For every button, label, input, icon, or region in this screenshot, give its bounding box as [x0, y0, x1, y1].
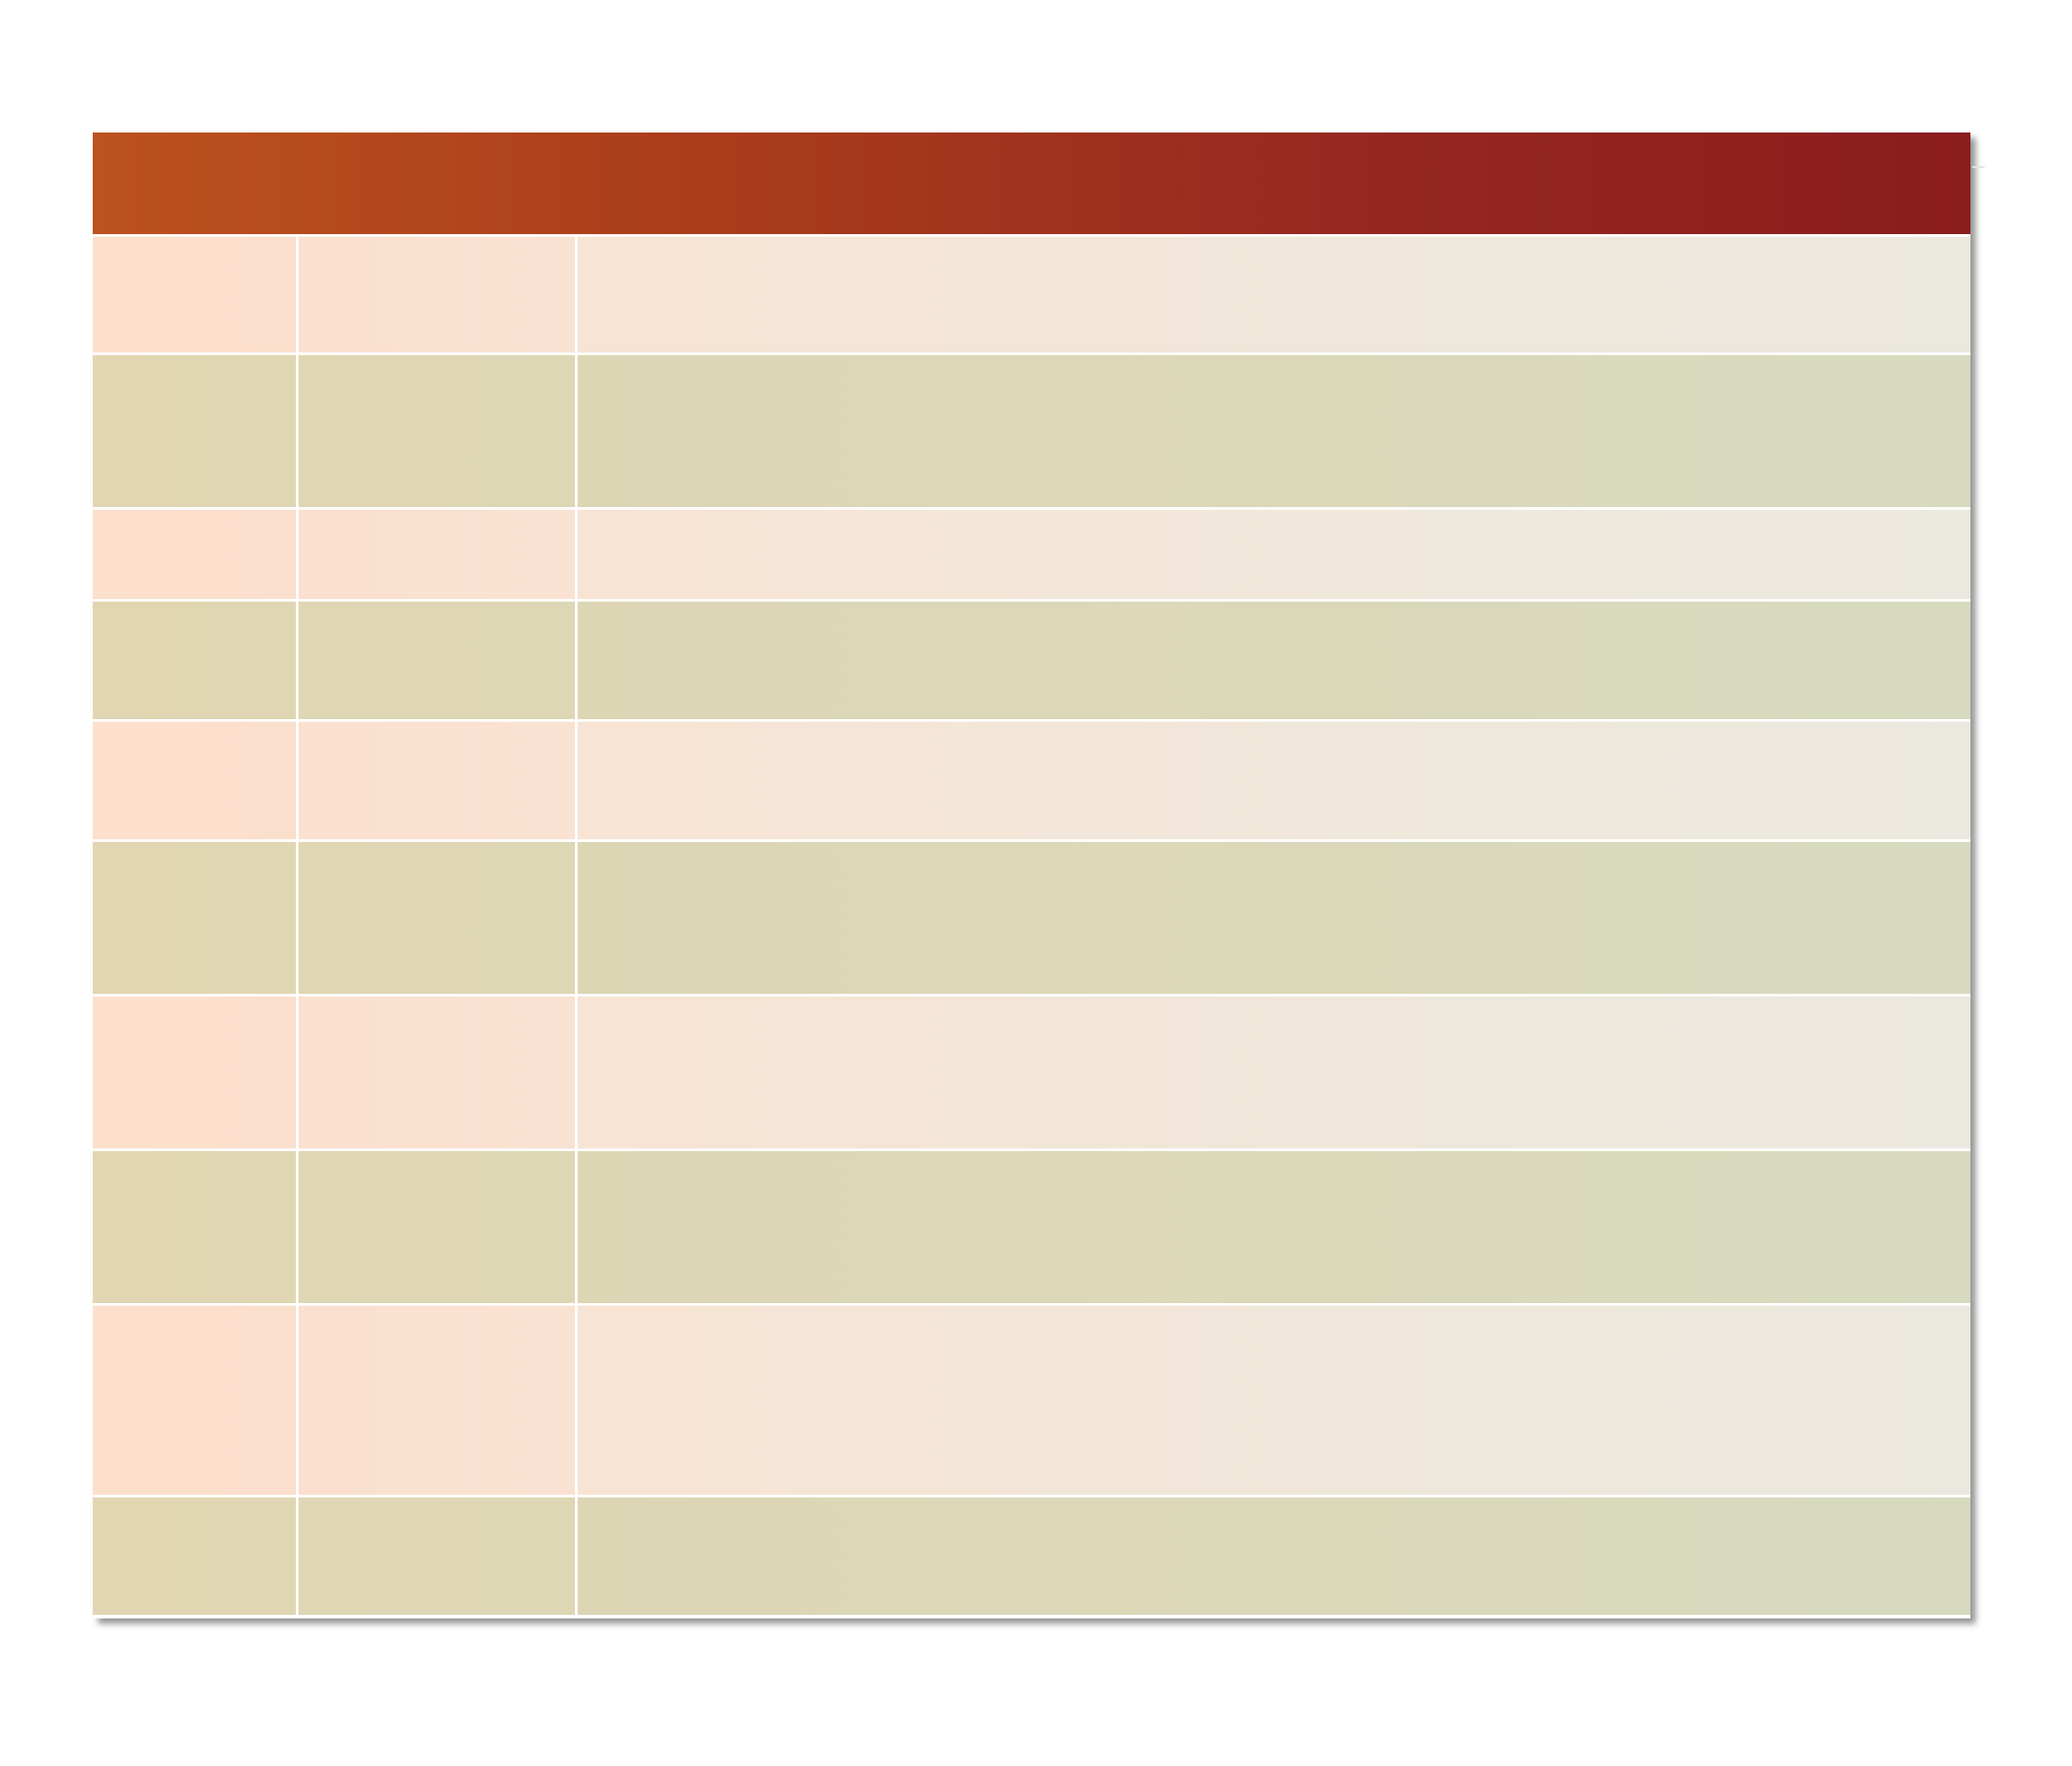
empty-table [93, 133, 1970, 1618]
table-cell [93, 994, 296, 1148]
table-cell [575, 719, 1970, 839]
table-cell [575, 1303, 1970, 1495]
table-cell [296, 1495, 575, 1615]
table-cell [296, 1148, 575, 1303]
table-cell [93, 507, 296, 599]
table-cell [93, 839, 296, 994]
table-cell [296, 507, 575, 599]
table-cell [93, 352, 296, 507]
table-cell [575, 507, 1970, 599]
edge-tick-mark [1972, 166, 1985, 168]
table-cell [575, 994, 1970, 1148]
table-header-band [93, 133, 1970, 234]
table-cell [575, 1495, 1970, 1615]
table-cell [575, 599, 1970, 719]
table-cell [93, 1148, 296, 1303]
table-cell [575, 839, 1970, 994]
table-cell [296, 599, 575, 719]
table-cell [296, 994, 575, 1148]
table-cell [296, 719, 575, 839]
table-cell [93, 719, 296, 839]
table-cell [575, 352, 1970, 507]
table-cell [296, 234, 575, 352]
table-cell [575, 1148, 1970, 1303]
table-cell [296, 352, 575, 507]
table-cell [93, 234, 296, 352]
table-cell [296, 1303, 575, 1495]
table-cell [296, 839, 575, 994]
table-cell [93, 1495, 296, 1615]
table-cell [93, 1303, 296, 1495]
table-cell [575, 234, 1970, 352]
table-cell [93, 599, 296, 719]
